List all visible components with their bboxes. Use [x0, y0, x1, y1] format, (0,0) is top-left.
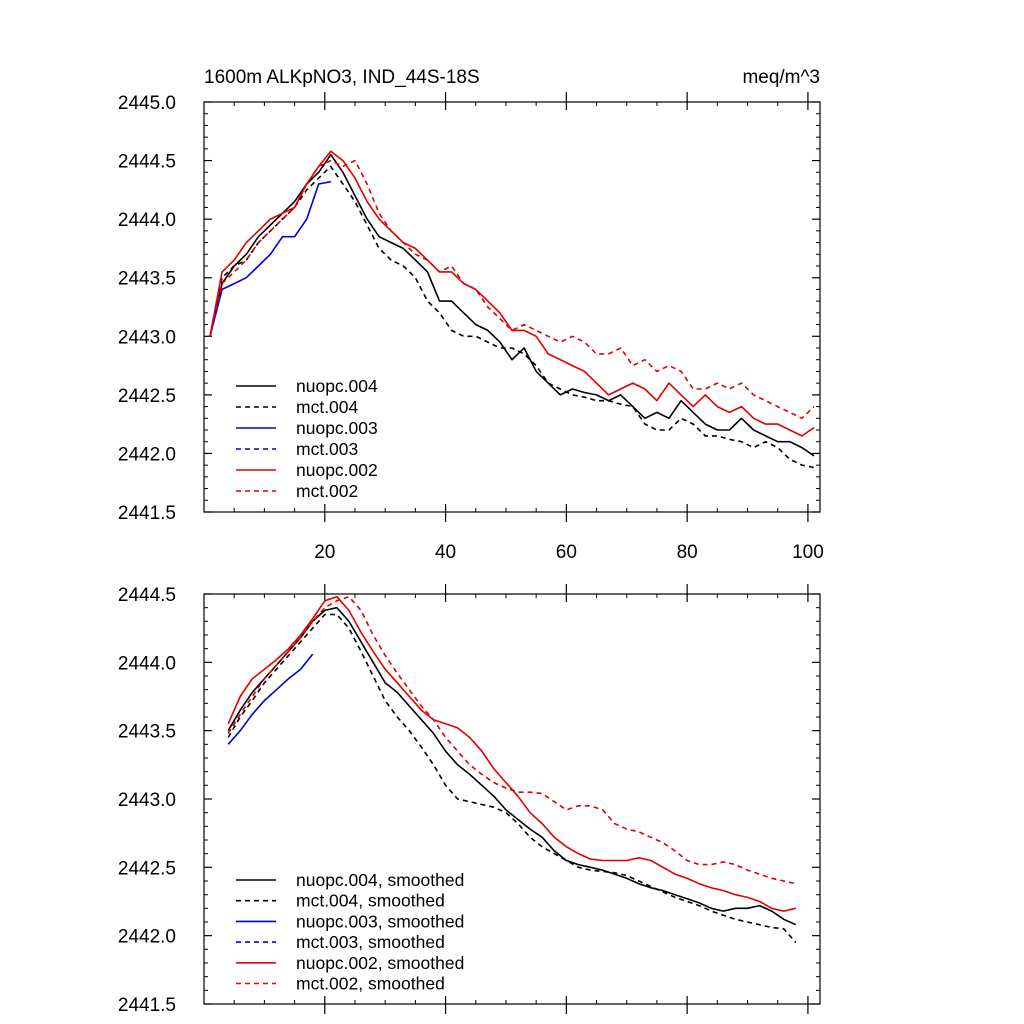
y-tick-label: 2442.0: [118, 927, 176, 948]
series-line: [209, 165, 815, 469]
y-tick-label: 2443.5: [118, 269, 176, 290]
series-line: [227, 653, 314, 745]
y-tick-label: 2442.0: [118, 444, 176, 465]
y-tick-label: 2441.5: [118, 995, 176, 1016]
y-tick-label: 2444.0: [118, 210, 176, 231]
legend-label: mct.003: [296, 439, 358, 459]
y-tick-label: 2442.5: [118, 858, 176, 879]
y-tick-label: 2443.5: [118, 722, 176, 743]
series-line: [209, 153, 815, 457]
series-line: [209, 159, 815, 420]
x-tick-label: 60: [556, 542, 577, 563]
legend-label: nuopc.003: [296, 418, 378, 438]
series-line: [227, 595, 796, 912]
series-line: [209, 180, 331, 337]
legend-label: mct.004, smoothed: [296, 891, 445, 911]
plot-frame: [203, 101, 821, 513]
y-tick-label: 2441.5: [118, 503, 176, 524]
y-tick-label: 2443.0: [118, 327, 176, 348]
x-tick-label: 40: [435, 542, 456, 563]
legend-label: nuopc.004, smoothed: [296, 870, 464, 890]
y-tick-label: 2443.0: [118, 790, 176, 811]
legend-label: mct.002: [296, 481, 358, 501]
y-tick-label: 2445.0: [118, 93, 176, 114]
legend-label: mct.004: [296, 397, 359, 417]
legend-label: nuopc.003, smoothed: [296, 911, 464, 931]
x-tick-label: 80: [677, 542, 698, 563]
legend-label: mct.002, smoothed: [296, 974, 445, 994]
legend-label: mct.003, smoothed: [296, 932, 445, 952]
series-line: [227, 613, 797, 944]
legend-label: nuopc.004: [296, 376, 378, 396]
y-tick-label: 2444.5: [118, 585, 176, 606]
y-tick-label: 2444.5: [118, 152, 176, 173]
chart-units: meq/m^3: [742, 67, 820, 88]
x-tick-label: 100: [792, 542, 824, 563]
y-tick-label: 2442.5: [118, 386, 176, 407]
chart-title: 1600m ALKpNO3, IND_44S-18S: [204, 67, 480, 88]
series-line: [227, 595, 796, 885]
y-tick-label: 2444.0: [118, 653, 176, 674]
legend-label: nuopc.002: [296, 460, 378, 480]
legend-label: nuopc.002, smoothed: [296, 953, 464, 973]
series-line: [227, 606, 797, 926]
top-panel: 20 40 60 80 100 2441.5 2442.0 2442.5 2443.0 2443.…: [118, 92, 824, 563]
bottom-panel: 2441.5 2442.0 2442.5 2443.0 2443.5 2444.0 2444…: [118, 584, 821, 1016]
x-tick-label: 20: [314, 542, 335, 563]
